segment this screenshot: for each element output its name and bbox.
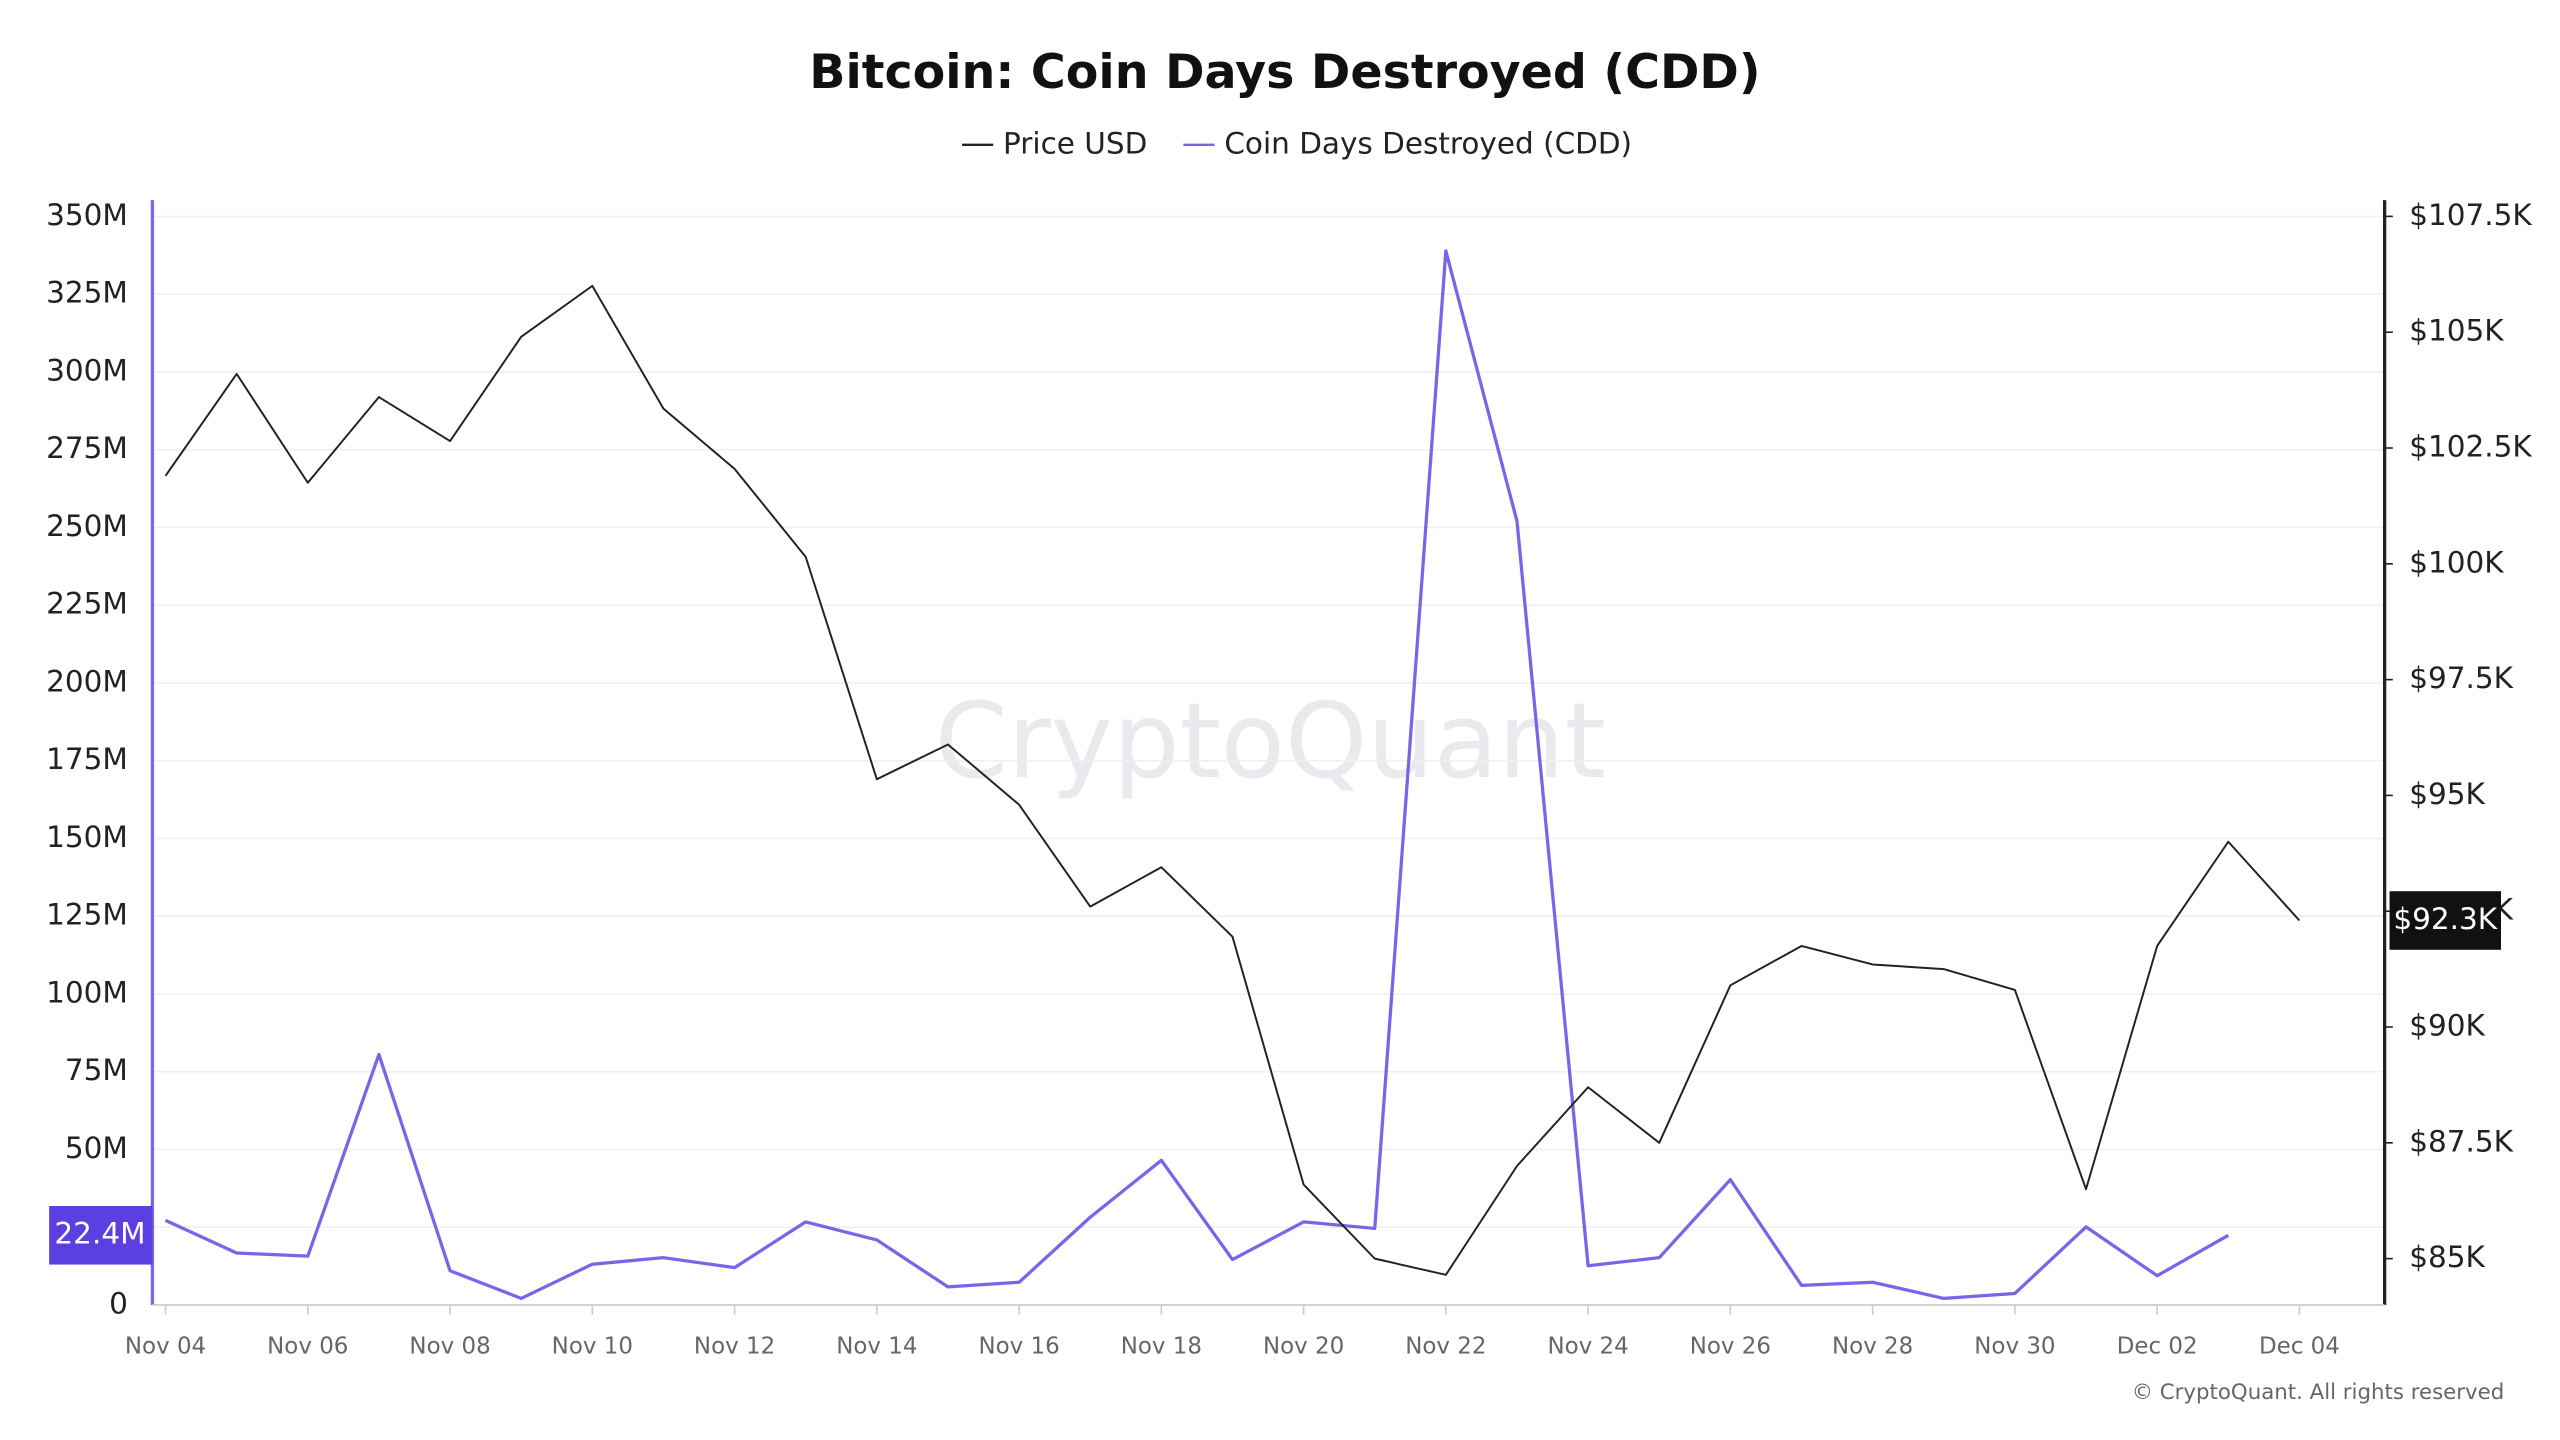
- legend-label: Price USD: [1003, 126, 1147, 160]
- y-tick-label: 350M: [46, 198, 128, 232]
- series-line: [164, 249, 2230, 1301]
- x-tick-label: Nov 20: [1263, 1334, 1344, 1360]
- y-tick-label: 275M: [46, 431, 128, 465]
- x-tick-label: Nov 26: [1690, 1334, 1771, 1360]
- value-badge: [49, 1205, 153, 1265]
- x-tick-label: Nov 22: [1405, 1334, 1486, 1360]
- y2-tick-label: $87.5K: [2409, 1124, 2513, 1158]
- x-tick-label: Nov 06: [267, 1334, 348, 1360]
- x-tick-label: Nov 30: [1974, 1334, 2055, 1360]
- watermark: CryptoQuant: [935, 681, 1606, 803]
- value-badge: [2389, 891, 2501, 950]
- y-tick-label: 300M: [46, 353, 128, 387]
- y-tick-label: 100M: [46, 976, 128, 1010]
- x-tick-label: Nov 14: [836, 1334, 917, 1360]
- y2-tick-label: $90K: [2409, 1009, 2485, 1043]
- x-tick-label: Nov 18: [1121, 1334, 1202, 1360]
- x-tick-label: Nov 12: [694, 1334, 775, 1360]
- y2-tick-label: $100K: [2409, 545, 2504, 579]
- x-tick-label: Nov 24: [1547, 1334, 1628, 1360]
- y2-tick-label: $97.5K: [2409, 661, 2513, 695]
- chart-title: Bitcoin: Coin Days Destroyed (CDD): [809, 45, 1760, 100]
- y-tick-label: 125M: [46, 898, 128, 932]
- y2-tick-label: $95K: [2409, 777, 2485, 811]
- y-tick-label: 75M: [65, 1053, 128, 1087]
- y-tick-label: 325M: [46, 276, 128, 310]
- x-tick-label: Dec 04: [2259, 1334, 2340, 1360]
- x-tick-label: Nov 28: [1832, 1334, 1913, 1360]
- y-tick-label: 150M: [46, 820, 128, 854]
- y2-tick-label: $105K: [2409, 314, 2504, 348]
- x-tick-label: Nov 10: [552, 1334, 633, 1360]
- x-tick-label: Nov 04: [125, 1334, 206, 1360]
- y-tick-label: 175M: [46, 742, 128, 776]
- legend-label: Coin Days Destroyed (CDD): [1224, 126, 1632, 160]
- value-label: $92.3K: [2393, 902, 2497, 936]
- x-tick-label: Nov 08: [409, 1334, 490, 1360]
- x-tick-label: Nov 16: [978, 1334, 1059, 1360]
- x-tick-label: Dec 02: [2117, 1334, 2198, 1360]
- footer: © CryptoQuant. All rights reserved: [2132, 1380, 2505, 1405]
- y-tick-label: 200M: [46, 664, 128, 698]
- y2-tick-label: $107.5K: [2409, 198, 2532, 232]
- y2-tick-label: $102.5K: [2409, 430, 2532, 464]
- y-tick-label: 0: [109, 1287, 128, 1321]
- y-tick-label: 225M: [46, 587, 128, 621]
- value-label: 22.4M: [54, 1217, 145, 1251]
- y2-tick-label: $85K: [2409, 1240, 2485, 1274]
- y-tick-label: 250M: [46, 509, 128, 543]
- series-line: [164, 284, 2301, 1276]
- y-tick-label: 50M: [65, 1131, 128, 1165]
